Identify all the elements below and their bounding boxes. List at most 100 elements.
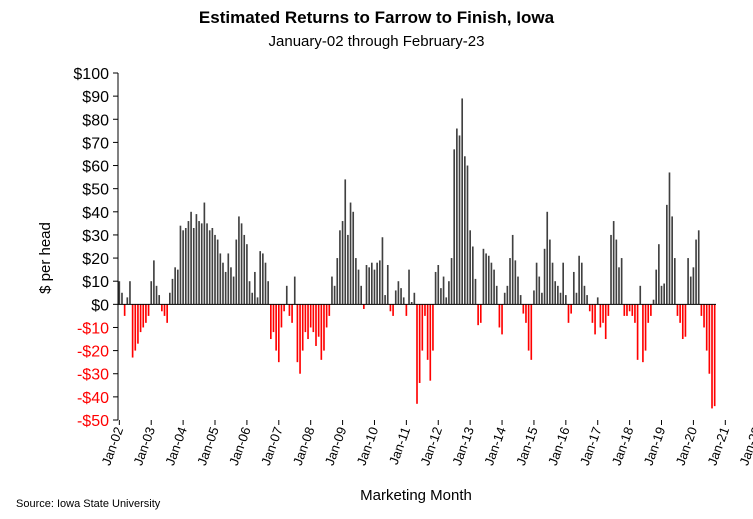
- bar: [267, 281, 269, 305]
- x-tick-label: Jan-22: [736, 425, 753, 467]
- bar: [644, 304, 647, 351]
- bar: [695, 239, 697, 305]
- bar: [487, 255, 490, 305]
- bar: [631, 304, 634, 316]
- bar: [275, 304, 277, 351]
- x-tick-label: Jan-06: [226, 425, 254, 467]
- bar: [323, 304, 325, 351]
- x-tick-label: Jan-04: [162, 425, 190, 467]
- bar: [288, 304, 291, 316]
- y-axis-title: $ per head: [37, 222, 54, 294]
- bar: [349, 202, 352, 305]
- bar: [331, 276, 333, 305]
- bar: [386, 265, 389, 305]
- x-tick-label: Jan-16: [545, 425, 573, 467]
- bar: [458, 135, 461, 305]
- bar: [304, 304, 307, 333]
- y-tick-label: -$50: [77, 413, 109, 430]
- bar: [442, 276, 445, 305]
- bar: [671, 216, 673, 305]
- bar: [224, 271, 227, 305]
- bar: [299, 304, 301, 374]
- bar: [259, 251, 262, 305]
- x-tick-label: Jan-20: [673, 425, 701, 467]
- bar: [705, 304, 708, 351]
- bar: [352, 211, 355, 305]
- bar: [642, 304, 644, 363]
- x-tick-label: Jan-13: [449, 425, 477, 467]
- bar: [235, 239, 238, 305]
- bar: [509, 258, 511, 305]
- bar: [280, 304, 283, 328]
- bar: [479, 304, 482, 323]
- bar: [636, 304, 639, 360]
- bar: [546, 211, 549, 305]
- bar: [549, 239, 551, 305]
- bar: [145, 304, 147, 323]
- y-tick-label: -$20: [77, 344, 109, 361]
- x-tick-label: Jan-03: [130, 425, 158, 467]
- bar: [570, 304, 572, 314]
- bar: [652, 299, 655, 305]
- bar: [429, 304, 432, 381]
- bar: [384, 295, 386, 305]
- bar: [557, 285, 559, 305]
- bar: [588, 304, 591, 312]
- bar: [392, 304, 394, 316]
- bar: [618, 267, 620, 305]
- bar: [604, 304, 607, 340]
- bar: [572, 271, 575, 305]
- bar: [413, 292, 416, 305]
- chart-title: Estimated Returns to Farrow to Finish, I…: [198, 8, 555, 27]
- y-tick-label: $10: [82, 274, 109, 291]
- bar: [203, 202, 206, 305]
- bar: [232, 276, 235, 305]
- bar: [506, 285, 509, 305]
- bar: [216, 239, 219, 305]
- bar: [676, 304, 679, 316]
- bar: [692, 267, 695, 305]
- bar: [461, 98, 464, 305]
- bar: [612, 221, 615, 305]
- chart-subtitle: January-02 through February-23: [268, 33, 485, 50]
- bar: [394, 290, 397, 305]
- bar: [432, 304, 434, 351]
- y-tick-label: $0: [91, 297, 109, 314]
- bar: [365, 265, 368, 305]
- bar: [211, 227, 214, 305]
- bar: [357, 269, 360, 305]
- bar: [586, 295, 588, 305]
- bar: [426, 304, 429, 360]
- bar: [410, 302, 413, 305]
- bar: [381, 237, 384, 305]
- bar: [495, 285, 498, 305]
- bar: [155, 285, 158, 305]
- y-tick-label: -$10: [77, 320, 109, 337]
- y-tick-label: $90: [82, 89, 109, 106]
- x-ticks-group: Jan-02 Jan-03 Jan-04 Jan-05 Jan-06 Jan-07 Jan-…: [98, 420, 753, 467]
- bar: [469, 230, 471, 305]
- bar: [336, 258, 339, 305]
- bars-group: [118, 98, 716, 409]
- bar: [578, 255, 580, 305]
- bar: [602, 304, 604, 323]
- x-tick-label: Jan-21: [704, 425, 732, 467]
- bar: [527, 304, 530, 351]
- bar: [272, 304, 275, 333]
- bar: [474, 278, 477, 305]
- bar: [150, 281, 153, 305]
- bar: [347, 234, 349, 305]
- bar: [453, 149, 456, 305]
- bar: [421, 304, 424, 351]
- bar: [206, 223, 208, 305]
- bar: [360, 285, 363, 305]
- bar: [137, 304, 139, 344]
- bar: [227, 253, 230, 305]
- bar: [126, 297, 129, 305]
- bar: [243, 234, 246, 305]
- bar: [397, 281, 400, 305]
- bar: [530, 304, 533, 360]
- bar: [559, 292, 562, 305]
- bar: [628, 304, 631, 312]
